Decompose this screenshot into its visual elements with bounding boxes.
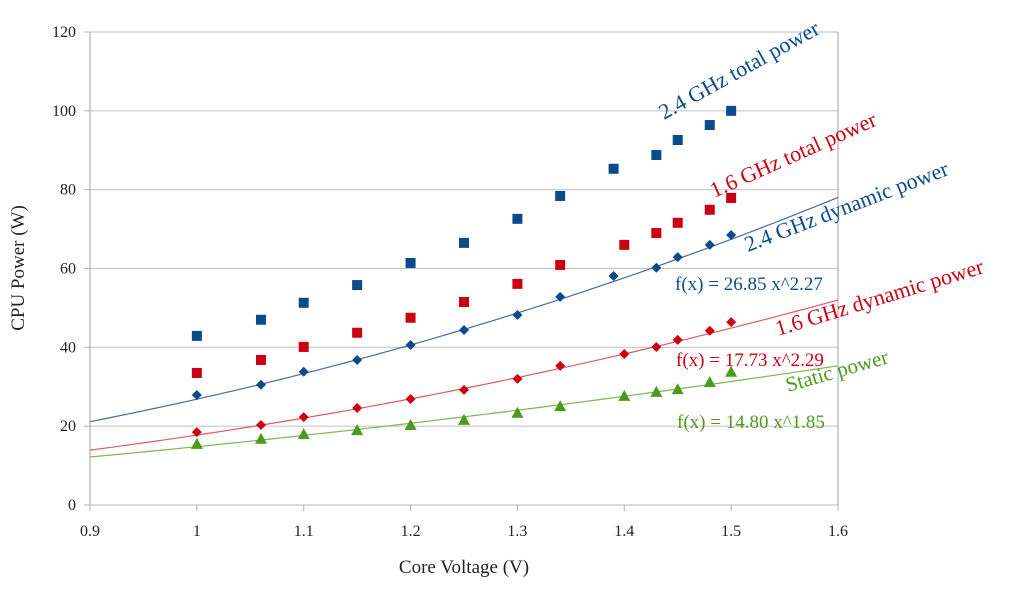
data-point-square: [298, 341, 309, 352]
data-point-triangle: [618, 389, 631, 401]
trend-equation: f(x) = 17.73 x^2.29: [676, 350, 824, 371]
x-tick-label: 1.1: [294, 523, 314, 540]
data-point-diamond: [726, 317, 737, 328]
data-point-square: [726, 192, 737, 203]
data-point-diamond: [255, 419, 266, 430]
data-point-square: [672, 217, 683, 228]
data-point-triangle: [703, 376, 716, 388]
data-point-diamond: [512, 310, 523, 321]
data-point-diamond: [704, 239, 715, 250]
x-tick-label: 1.3: [507, 523, 527, 540]
data-point-square: [255, 354, 266, 365]
data-point-diamond: [352, 403, 363, 414]
data-point-square: [512, 213, 523, 224]
y-tick-label: 40: [60, 339, 76, 356]
data-point-diamond: [298, 412, 309, 423]
data-point-square: [726, 105, 737, 116]
x-tick-label: 1.6: [828, 523, 848, 540]
data-point-triangle: [254, 432, 267, 444]
data-point-diamond: [619, 349, 630, 360]
x-tick-label: 1.5: [721, 523, 741, 540]
data-point-square: [191, 367, 202, 378]
data-point-square: [619, 239, 630, 250]
data-point-square: [352, 280, 363, 291]
y-tick-label: 20: [60, 418, 76, 435]
data-point-square: [298, 297, 309, 308]
data-point-diamond: [608, 270, 619, 281]
data-point-diamond: [405, 339, 416, 350]
y-tick-label: 100: [52, 103, 76, 120]
data-point-diamond: [726, 229, 737, 240]
data-point-square: [555, 190, 566, 201]
data-point-triangle: [351, 424, 364, 436]
data-point-square: [459, 297, 469, 308]
data-point-triangle: [671, 383, 684, 395]
y-tick-label: 80: [60, 182, 76, 199]
data-point-triangle: [297, 428, 310, 440]
data-point-triangle: [725, 365, 738, 377]
data-point-diamond: [512, 373, 523, 384]
data-point-diamond: [191, 390, 202, 401]
y-tick-label: 0: [68, 497, 76, 514]
data-point-triangle: [458, 413, 470, 425]
data-point-square: [512, 278, 523, 289]
data-point-square: [255, 314, 266, 325]
data-point-diamond: [352, 354, 363, 365]
axes: 0 20 40 60 80 100 120 0.9 1 1.1 1.2 1.3 1.4 1.5 1.6: [52, 24, 848, 540]
data-point-diamond: [672, 334, 683, 345]
data-point-square: [704, 120, 715, 131]
data-point-square: [405, 312, 416, 323]
data-point-square: [651, 149, 662, 160]
data-point-diamond: [672, 252, 683, 263]
data-point-triangle: [511, 406, 524, 418]
data-point-diamond: [704, 325, 715, 336]
data-point-diamond: [555, 360, 566, 371]
series-label: 1.6 GHz total power: [706, 106, 881, 202]
data-point-triangle: [404, 418, 417, 430]
data-point-diamond: [405, 393, 416, 404]
y-tick-label: 60: [60, 261, 76, 278]
x-tick-label: 1.2: [401, 523, 421, 540]
grid: [90, 31, 838, 506]
data-point-square: [608, 163, 619, 174]
x-tick-label: 1.4: [614, 523, 634, 540]
trend-equation: f(x) = 14.80 x^1.85: [677, 412, 825, 433]
data-points: [190, 105, 738, 449]
trend-equation: f(x) = 26.85 x^2.27: [675, 274, 823, 295]
series-label: 1.6 GHz dynamic power: [772, 253, 987, 340]
data-point-diamond: [255, 379, 266, 390]
data-point-square: [672, 135, 683, 146]
data-point-diamond: [459, 324, 469, 335]
data-point-square: [405, 257, 416, 268]
data-point-square: [704, 204, 715, 215]
data-point-diamond: [459, 384, 469, 395]
data-point-square: [459, 237, 469, 248]
x-axis-title: Core Voltage (V): [399, 557, 529, 578]
data-point-diamond: [651, 341, 662, 352]
x-tick-label: 1: [193, 523, 201, 540]
x-tick-label: 0.9: [80, 523, 100, 540]
data-point-square: [352, 327, 363, 338]
data-point-diamond: [555, 291, 566, 302]
data-point-diamond: [298, 366, 309, 377]
data-point-square: [191, 330, 202, 341]
data-point-diamond: [651, 262, 662, 273]
data-point-triangle: [650, 385, 663, 397]
data-point-square: [555, 259, 566, 270]
y-tick-label: 120: [52, 24, 76, 41]
data-point-diamond: [191, 427, 202, 438]
data-point-triangle: [190, 437, 203, 449]
data-point-triangle: [554, 400, 567, 412]
y-axis-title: CPU Power (W): [8, 205, 29, 331]
data-point-square: [651, 228, 662, 239]
